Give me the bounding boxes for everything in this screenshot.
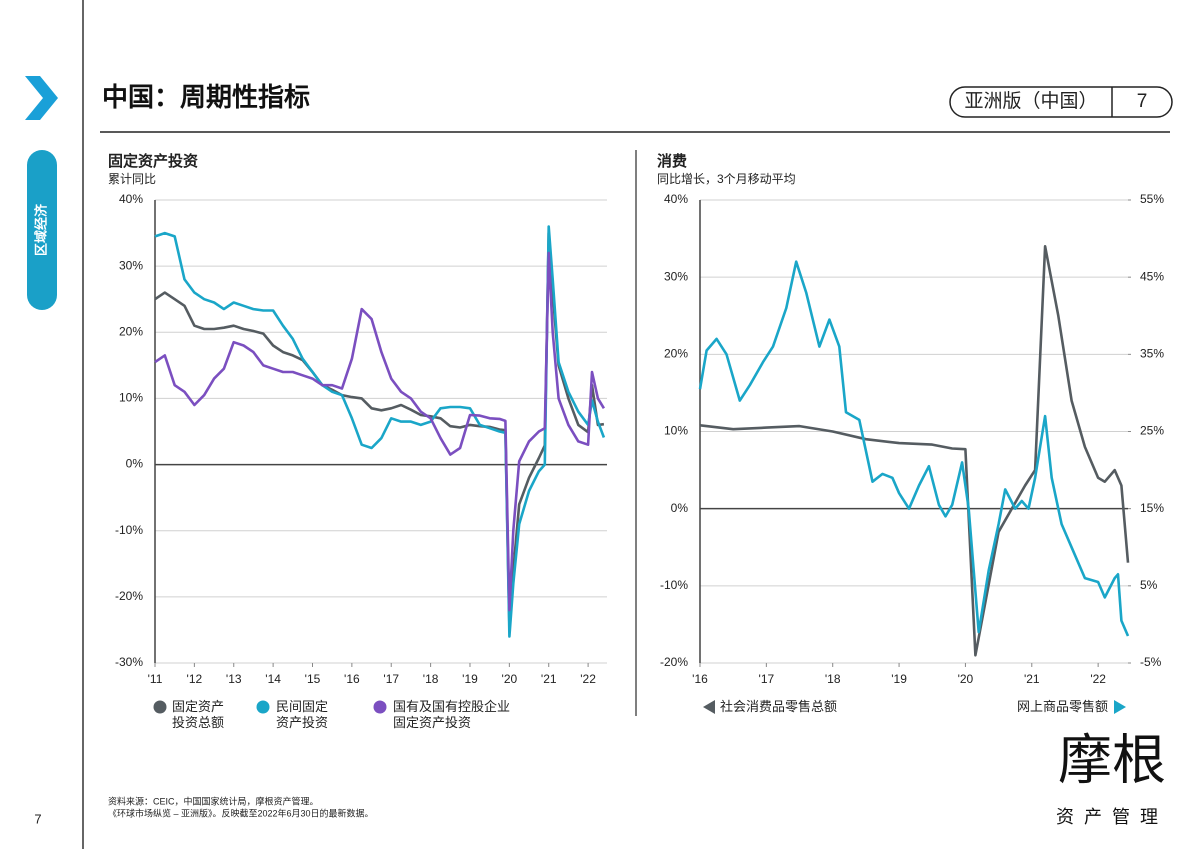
legend-label: 固定资产 投资总额 [172,699,225,730]
sidebar-label: 区域经济 [33,203,48,256]
y2-tick-label: 5% [1140,578,1158,592]
x-tick-label: '21 [1024,672,1040,686]
y-tick-label: 20% [664,347,688,361]
x-tick-label: '11 [148,672,163,686]
x-tick-label: '19 [462,672,478,686]
legend-arrow [703,700,715,714]
y-tick-label: 0% [126,457,144,471]
legend-label: 国有及国有控股企业 固定资产投资 [393,699,511,730]
y2-tick-label: -5% [1140,655,1162,669]
badge-page: 7 [1137,91,1148,112]
legend-swatch [256,700,270,714]
y2-tick-label: 45% [1140,269,1164,283]
x-tick-label: '17 [759,672,775,686]
x-tick-label: '20 [502,672,518,686]
x-tick-label: '22 [580,672,596,686]
y2-tick-label: 15% [1140,501,1164,515]
logo-tagline: 资产管理 [1056,807,1168,827]
x-tick-label: '21 [541,672,557,686]
x-tick-label: '15 [305,672,321,686]
x-tick-label: '18 [825,672,841,686]
x-tick-label: '13 [226,672,242,686]
x-tick-label: '14 [265,672,281,686]
y2-tick-label: 25% [1140,424,1164,438]
edition-badge [949,86,1173,118]
y-tick-label: 20% [119,324,143,338]
legend-label: 民间固定 资产投资 [276,699,329,730]
y2-tick-label: 55% [1140,192,1164,206]
y2-tick-label: 35% [1140,347,1164,361]
chart-subtitle: 累计同比 [108,172,156,186]
y-tick-label: -30% [115,655,143,669]
source-note: 《环球市场纵览 – 亚洲版》。反映截至2022年6月30日的最新数据。 [108,807,374,818]
sidebar-pill [27,150,57,310]
series-line [154,225,606,638]
y-tick-label: -10% [115,523,143,537]
logo-name: 摩根 [1058,730,1166,790]
x-tick-label: '12 [187,672,203,686]
legend-swatch [153,700,167,714]
y-tick-label: 30% [119,258,143,272]
x-tick-label: '17 [383,672,399,686]
edition-label: 亚洲版（中国） [964,90,1097,112]
page-number: 7 [34,811,41,826]
legend-label: 网上商品零售额 [1016,699,1108,714]
x-tick-label: '19 [891,672,907,686]
source-note: 资料来源：CEIC，中国国家统计局，摩根资产管理。 [108,795,319,806]
x-tick-label: '18 [423,672,439,686]
x-tick-label: '22 [1090,672,1106,686]
y-tick-label: 30% [664,269,688,283]
legend-swatch [373,700,387,714]
x-tick-label: '16 [344,672,360,686]
y-tick-label: -20% [660,655,688,669]
series-line [699,245,1130,657]
series-line [154,231,605,628]
chart-title: 固定资产投资 [108,152,198,170]
y-tick-label: 0% [671,501,689,515]
y-tick-label: -20% [115,589,143,603]
legend-label: 社会消费品零售总额 [720,699,838,714]
series-line [698,260,1130,637]
y-tick-label: 10% [664,424,688,438]
legend-arrow [1114,700,1126,714]
x-tick-label: '20 [958,672,974,686]
chart-title: 消费 [657,152,687,170]
y-tick-label: 40% [119,192,143,206]
page-title: 中国：周期性指标 [102,82,310,112]
y-tick-label: 40% [664,192,688,206]
x-tick-label: '16 [692,672,708,686]
chart-subtitle: 同比增长，3个月移动平均 [657,172,796,186]
series-line [154,251,606,612]
y-tick-label: -10% [660,578,688,592]
y-tick-label: 10% [119,391,143,405]
chevron-icon [25,76,58,120]
